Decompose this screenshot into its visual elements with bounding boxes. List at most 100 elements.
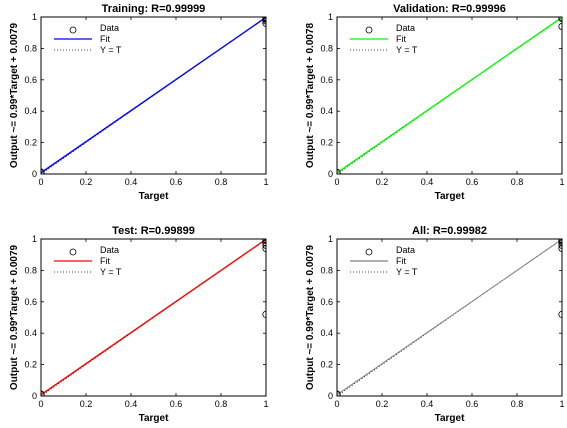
y-tick-label: 0.2 (320, 360, 333, 370)
x-tick-label: 0.8 (511, 399, 524, 409)
data-point (41, 168, 45, 174)
x-tick-label: 0.6 (466, 399, 479, 409)
y-tick-label: 0.6 (24, 75, 37, 85)
legend-entry: Fit (100, 256, 110, 266)
chart-title: Training: R=0.99999 (102, 3, 206, 15)
x-axis-label: Target (139, 191, 169, 202)
x-tick-label: 0 (334, 177, 339, 187)
y-tick-label: 0.8 (320, 265, 333, 275)
y-tick-label: 0.8 (320, 43, 333, 53)
data-point (337, 168, 341, 174)
axes-frame (336, 238, 563, 397)
y-tick-label: 0 (32, 169, 37, 179)
y-tick-label: 1 (328, 12, 333, 22)
y-tick-label: 0.8 (24, 265, 37, 275)
x-tick-label: 1 (263, 399, 268, 409)
legend-box (344, 245, 464, 282)
fit-line (337, 239, 562, 396)
legend-data-marker (365, 26, 373, 34)
chart-title: Test: R=0.99899 (112, 225, 195, 237)
y-tick-label: 0.2 (24, 138, 37, 148)
x-tick-label: 0.4 (125, 399, 138, 409)
legend-entry: Data (100, 23, 119, 33)
x-tick-label: 1 (263, 177, 268, 187)
legend-box (344, 23, 464, 60)
legend-entry: Y = T (396, 267, 418, 277)
axes-frame (40, 16, 267, 175)
x-tick-label: 0 (334, 399, 339, 409)
x-tick-label: 0.4 (421, 399, 434, 409)
legend-entry: Y = T (100, 267, 122, 277)
y-tick-label: 0.4 (320, 328, 333, 338)
fit-line (41, 17, 266, 174)
data-point (337, 390, 341, 396)
axes-frame (40, 238, 267, 397)
y-tick-label: 1 (32, 12, 37, 22)
x-tick-label: 0.2 (376, 177, 389, 187)
legend-entry: Data (396, 245, 415, 255)
data-point (41, 390, 45, 396)
x-tick-label: 0.6 (170, 399, 183, 409)
x-tick-label: 0.2 (376, 399, 389, 409)
subplot-3: 0 0.2 0.4 0.6 0.8 1 0 0.2 0.4 0.6 0.8 1 Test: R=0.99… (9, 225, 269, 424)
x-tick-label: 0.8 (511, 177, 524, 187)
y-tick-label: 0.2 (24, 360, 37, 370)
x-tick-label: 0.8 (215, 177, 228, 187)
legend-entry: Data (396, 23, 415, 33)
fit-line (337, 17, 562, 174)
y-axis-label: Output ~= 0.99*Target + 0.0079 (305, 244, 316, 390)
x-tick-label: 0.2 (80, 399, 93, 409)
subplot-2: 0 0.2 0.4 0.6 0.8 1 0 0.2 0.4 0.6 0.8 1 Validation: … (305, 3, 565, 202)
fit-line (41, 239, 266, 396)
x-tick-label: 0.4 (421, 177, 434, 187)
legend-data-marker (69, 248, 77, 256)
y-axis-label: Output ~= 0.99*Target + 0.0079 (9, 22, 20, 168)
legend-box (48, 245, 168, 282)
x-tick-label: 0 (38, 177, 43, 187)
x-tick-label: 0.6 (466, 177, 479, 187)
y-axis-label: Output ~= 0.99*Target + 0.0078 (305, 22, 316, 168)
legend-box (48, 23, 168, 60)
y-tick-label: 0.2 (320, 138, 333, 148)
y-tick-label: 0 (32, 391, 37, 401)
y-tick-label: 0.4 (24, 328, 37, 338)
y-tick-label: 0 (328, 169, 333, 179)
legend-entry: Data (100, 245, 119, 255)
y-tick-label: 0 (328, 391, 333, 401)
x-tick-label: 1 (559, 177, 564, 187)
y-axis-label: Output ~= 0.99*Target + 0.0079 (9, 244, 20, 390)
legend-entry: Y = T (100, 45, 122, 55)
axes-frame (336, 16, 563, 175)
subplot-1: 0 0.2 0.4 0.6 0.8 1 0 0.2 0.4 0.6 0.8 1 Training: R=… (9, 3, 269, 202)
x-tick-label: 0 (38, 399, 43, 409)
y-tick-label: 0.8 (24, 43, 37, 53)
x-tick-label: 0.2 (80, 177, 93, 187)
y-tick-label: 0.6 (320, 75, 333, 85)
legend-entry: Fit (100, 34, 110, 44)
legend-entry: Fit (396, 256, 406, 266)
x-tick-label: 0.8 (215, 399, 228, 409)
legend-entry: Fit (396, 34, 406, 44)
y-tick-label: 0.4 (320, 106, 333, 116)
x-tick-label: 0.4 (125, 177, 138, 187)
x-axis-label: Target (139, 413, 169, 424)
y-tick-label: 1 (32, 234, 37, 244)
legend-entry: Y = T (396, 45, 418, 55)
chart-title: Validation: R=0.99996 (393, 3, 506, 15)
y-tick-label: 0.4 (24, 106, 37, 116)
y-tick-label: 1 (328, 234, 333, 244)
y-tick-label: 0.6 (320, 297, 333, 307)
x-axis-label: Target (435, 413, 465, 424)
y-tick-label: 0.6 (24, 297, 37, 307)
legend-data-marker (69, 26, 77, 34)
subplot-4: 0 0.2 0.4 0.6 0.8 1 0 0.2 0.4 0.6 0.8 1 All: R=0.999… (305, 225, 565, 424)
x-tick-label: 1 (559, 399, 564, 409)
legend-data-marker (365, 248, 373, 256)
x-axis-label: Target (435, 191, 465, 202)
x-tick-label: 0.6 (170, 177, 183, 187)
chart-title: All: R=0.99982 (412, 225, 487, 237)
